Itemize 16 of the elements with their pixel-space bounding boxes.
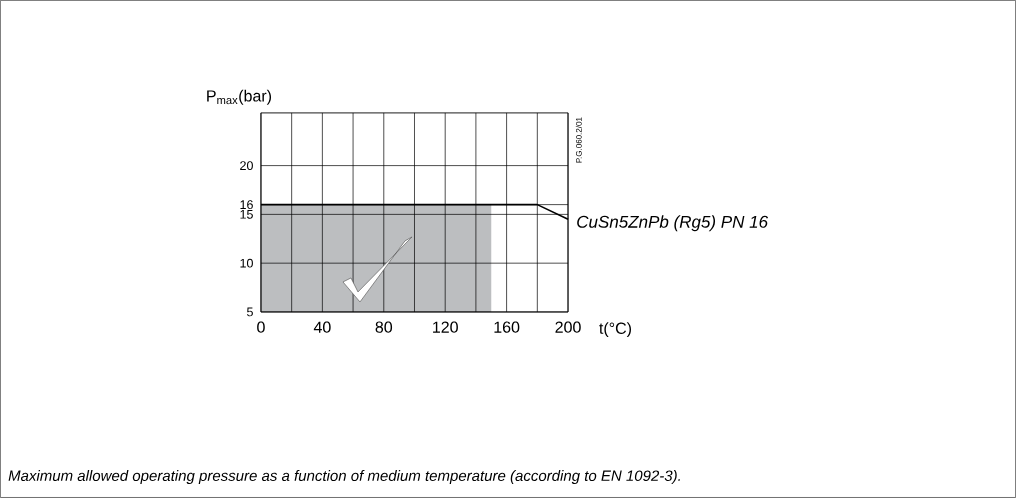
x-tick-label: 200	[555, 321, 581, 333]
y-tick-label: 16	[240, 200, 253, 210]
x-tick-label: 80	[375, 321, 393, 333]
text: Maximum allowed operating pressure as a function of medium temperature (according to EN 1092-3).	[8, 470, 680, 485]
text: P.G.060.2/01	[575, 117, 582, 163]
x-axis-title: t(°C)	[599, 322, 632, 338]
x-tick-label: 0	[257, 321, 265, 333]
x-tick-label: 120	[433, 321, 458, 333]
x-tick-label: 160	[494, 321, 520, 333]
x-tick-label: 40	[313, 321, 331, 333]
y-tick-label: 20	[240, 161, 253, 171]
y-tick-label: 15	[240, 210, 253, 219]
y-axis-title: P$_{max}$(bar)	[207, 89, 272, 105]
series-label: CuSn5ZnPb (Rg5) PN 16	[577, 215, 769, 232]
y-tick-label: 10	[240, 258, 253, 268]
y-tick-label: 5	[246, 307, 253, 317]
